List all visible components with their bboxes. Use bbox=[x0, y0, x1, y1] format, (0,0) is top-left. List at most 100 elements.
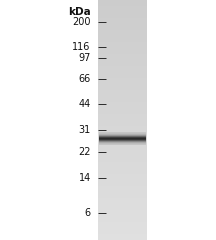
Bar bbox=[98, 72, 147, 73]
Bar bbox=[98, 228, 147, 229]
Bar bbox=[98, 116, 147, 117]
Bar bbox=[98, 12, 147, 13]
Bar bbox=[98, 11, 147, 12]
Bar bbox=[98, 135, 147, 136]
Bar bbox=[98, 83, 147, 84]
Bar bbox=[98, 74, 147, 75]
Bar bbox=[98, 53, 147, 54]
Bar bbox=[98, 131, 147, 132]
Bar bbox=[98, 177, 147, 178]
Bar bbox=[98, 119, 147, 120]
Bar bbox=[98, 22, 147, 23]
Bar bbox=[98, 92, 147, 93]
Bar bbox=[98, 164, 147, 165]
Bar bbox=[98, 94, 147, 95]
Text: 66: 66 bbox=[78, 74, 91, 84]
Bar bbox=[98, 49, 147, 50]
Bar bbox=[98, 205, 147, 206]
Bar bbox=[98, 96, 147, 97]
Bar bbox=[98, 100, 147, 101]
Bar bbox=[98, 50, 147, 51]
Bar bbox=[98, 127, 147, 128]
Bar bbox=[98, 108, 147, 109]
Bar bbox=[98, 25, 147, 26]
Bar bbox=[98, 192, 147, 193]
Bar bbox=[98, 61, 147, 62]
Bar bbox=[98, 158, 147, 159]
Bar bbox=[98, 70, 147, 71]
Bar bbox=[98, 193, 147, 194]
Bar bbox=[98, 190, 147, 191]
Bar bbox=[98, 176, 147, 177]
Bar bbox=[98, 2, 147, 3]
Bar bbox=[98, 174, 147, 175]
Bar bbox=[98, 234, 147, 235]
Bar bbox=[98, 18, 147, 19]
Text: 22: 22 bbox=[78, 147, 91, 157]
Bar bbox=[98, 120, 147, 121]
Bar bbox=[98, 126, 147, 127]
Bar bbox=[98, 148, 147, 149]
Bar bbox=[98, 169, 147, 170]
Bar bbox=[98, 121, 147, 122]
Bar bbox=[98, 137, 147, 138]
Bar bbox=[98, 90, 147, 91]
Bar bbox=[98, 45, 147, 46]
Bar bbox=[98, 63, 147, 64]
Bar bbox=[98, 208, 147, 209]
Bar bbox=[98, 219, 147, 220]
Bar bbox=[98, 109, 147, 110]
Bar bbox=[98, 77, 147, 78]
Bar bbox=[98, 97, 147, 98]
Bar bbox=[98, 75, 147, 76]
Bar bbox=[98, 210, 147, 211]
Bar bbox=[98, 198, 147, 199]
Bar bbox=[98, 34, 147, 35]
Bar bbox=[98, 229, 147, 230]
Bar bbox=[98, 214, 147, 215]
Bar bbox=[98, 134, 147, 135]
Bar bbox=[98, 129, 147, 130]
Bar bbox=[98, 199, 147, 200]
Bar bbox=[98, 124, 147, 125]
Bar bbox=[98, 78, 147, 79]
Bar bbox=[98, 81, 147, 82]
Bar bbox=[98, 43, 147, 44]
Bar bbox=[98, 98, 147, 99]
Bar bbox=[98, 151, 147, 152]
Text: 200: 200 bbox=[72, 17, 91, 27]
Bar bbox=[98, 19, 147, 20]
Bar bbox=[98, 217, 147, 218]
Bar bbox=[98, 185, 147, 186]
Bar bbox=[98, 9, 147, 10]
Bar bbox=[98, 40, 147, 41]
Bar bbox=[98, 206, 147, 207]
Bar bbox=[98, 175, 147, 176]
Bar bbox=[98, 5, 147, 6]
Bar bbox=[98, 130, 147, 131]
Bar bbox=[98, 13, 147, 14]
Bar bbox=[98, 144, 147, 145]
Bar bbox=[98, 91, 147, 92]
Bar bbox=[98, 142, 147, 143]
Bar bbox=[98, 41, 147, 42]
Bar bbox=[98, 76, 147, 77]
Bar bbox=[98, 20, 147, 21]
Bar bbox=[98, 232, 147, 233]
Bar bbox=[98, 122, 147, 123]
Bar bbox=[98, 71, 147, 72]
Bar bbox=[98, 197, 147, 198]
Bar bbox=[98, 85, 147, 86]
Bar bbox=[98, 237, 147, 238]
Bar bbox=[98, 128, 147, 129]
Bar bbox=[98, 139, 147, 140]
Bar bbox=[98, 48, 147, 49]
Bar bbox=[98, 182, 147, 183]
Bar bbox=[98, 172, 147, 173]
Bar bbox=[98, 32, 147, 33]
Bar bbox=[98, 6, 147, 7]
Bar bbox=[98, 178, 147, 179]
Bar bbox=[98, 173, 147, 174]
Bar bbox=[98, 224, 147, 225]
Bar bbox=[98, 33, 147, 34]
